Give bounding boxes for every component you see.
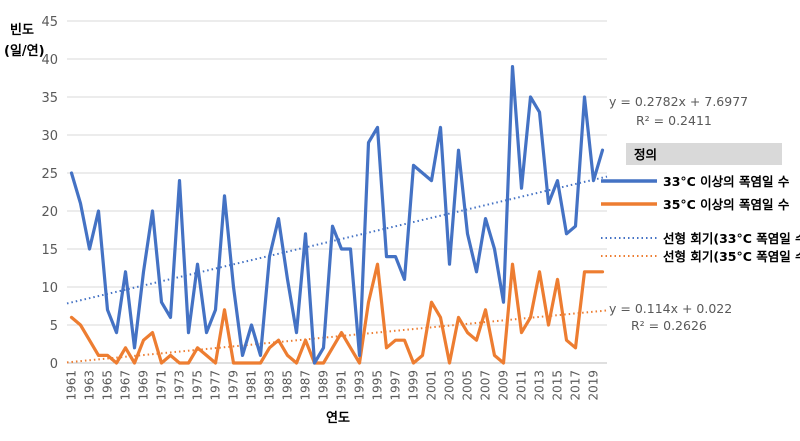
x-tick-label: 1995 xyxy=(371,370,385,401)
x-tick-label: 1991 xyxy=(335,370,349,401)
x-tick-label: 1975 xyxy=(191,370,205,401)
x-tick-label: 1997 xyxy=(389,370,403,401)
legend-title-bg xyxy=(626,143,782,165)
x-tick-label: 2005 xyxy=(461,370,475,401)
x-tick-label: 1981 xyxy=(245,370,259,401)
trendline-35-r2: R² = 0.2626 xyxy=(631,318,707,333)
x-tick-label: 2011 xyxy=(515,370,529,401)
series-lines xyxy=(69,64,605,365)
trendline-33-equation: y = 0.2782x + 7.6977 xyxy=(609,94,748,109)
x-tick-label: 1977 xyxy=(209,370,223,401)
y-tick-label: 30 xyxy=(41,129,58,144)
x-tick-label: 1961 xyxy=(65,370,79,401)
x-tick-label: 1967 xyxy=(119,370,133,401)
legend-title: 정의 xyxy=(634,147,657,162)
y-tick-label: 10 xyxy=(41,281,58,296)
x-tick-label: 2015 xyxy=(551,370,565,401)
x-tick-label: 1965 xyxy=(101,370,115,401)
y-tick-label: 0 xyxy=(50,357,58,372)
series-line-33 xyxy=(69,64,605,365)
x-tick-label: 2017 xyxy=(569,370,583,401)
y-axis-title-line-1: 빈도 xyxy=(10,22,34,38)
x-tick-label: 1993 xyxy=(353,370,367,401)
y-tick-label: 5 xyxy=(50,319,58,334)
x-tick-label: 2009 xyxy=(497,370,511,401)
y-tick-label: 40 xyxy=(41,53,58,68)
x-tick-label: 1969 xyxy=(137,370,151,401)
x-tick-label: 1971 xyxy=(155,370,169,401)
legend-label-33: 33°C 이상의 폭염일 수 xyxy=(663,174,790,189)
legend-label-trend-35: 선형 회기(35°C 폭염일 수) xyxy=(663,249,800,264)
x-tick-label: 1999 xyxy=(407,370,421,401)
legend-label-35: 35°C 이상의 폭염일 수 xyxy=(663,197,790,212)
x-axis-title: 연도 xyxy=(326,411,350,426)
trendline-35-equation: y = 0.114x + 0.022 xyxy=(609,301,732,316)
y-tick-label: 35 xyxy=(41,91,58,106)
series-line-35 xyxy=(69,262,605,365)
y-tick-label: 45 xyxy=(41,15,58,30)
x-tick-label: 2007 xyxy=(479,370,493,401)
y-tick-label: 20 xyxy=(41,205,58,220)
x-tick-label: 1989 xyxy=(317,370,331,401)
x-tick-label: 1973 xyxy=(173,370,187,401)
y-tick-label: 15 xyxy=(41,243,58,258)
x-tick-label: 1985 xyxy=(281,370,295,401)
x-tick-label: 2003 xyxy=(443,370,457,401)
y-axis-title-line-2: (일/연) xyxy=(4,44,45,59)
x-tick-label: 2013 xyxy=(533,370,547,401)
x-tick-label: 1987 xyxy=(299,370,313,401)
x-tick-labels: 1961 1963 1965 1967 1969 1971 1973 1975 1977 1979… xyxy=(65,370,601,401)
y-tick-labels: 0 5 10 15 20 25 30 35 40 45 xyxy=(41,15,58,372)
y-tick-label: 25 xyxy=(41,167,58,182)
legend-label-trend-33: 선형 회기(33°C 폭염일 수) xyxy=(663,231,800,246)
trendline-33-r2: R² = 0.2411 xyxy=(636,113,712,128)
x-tick-label: 2019 xyxy=(587,370,601,401)
trendline-35 xyxy=(66,309,608,364)
legend: 정의 33°C 이상의 폭염일 수 35°C 이상의 폭염일 수 선형 회기(3… xyxy=(601,143,800,264)
x-tick-label: 1963 xyxy=(83,370,97,401)
trendlines xyxy=(66,175,608,364)
x-tick-label: 2001 xyxy=(425,370,439,401)
gridlines xyxy=(67,20,607,364)
x-tick-label: 1979 xyxy=(227,370,241,401)
x-tick-label: 1983 xyxy=(263,370,277,401)
